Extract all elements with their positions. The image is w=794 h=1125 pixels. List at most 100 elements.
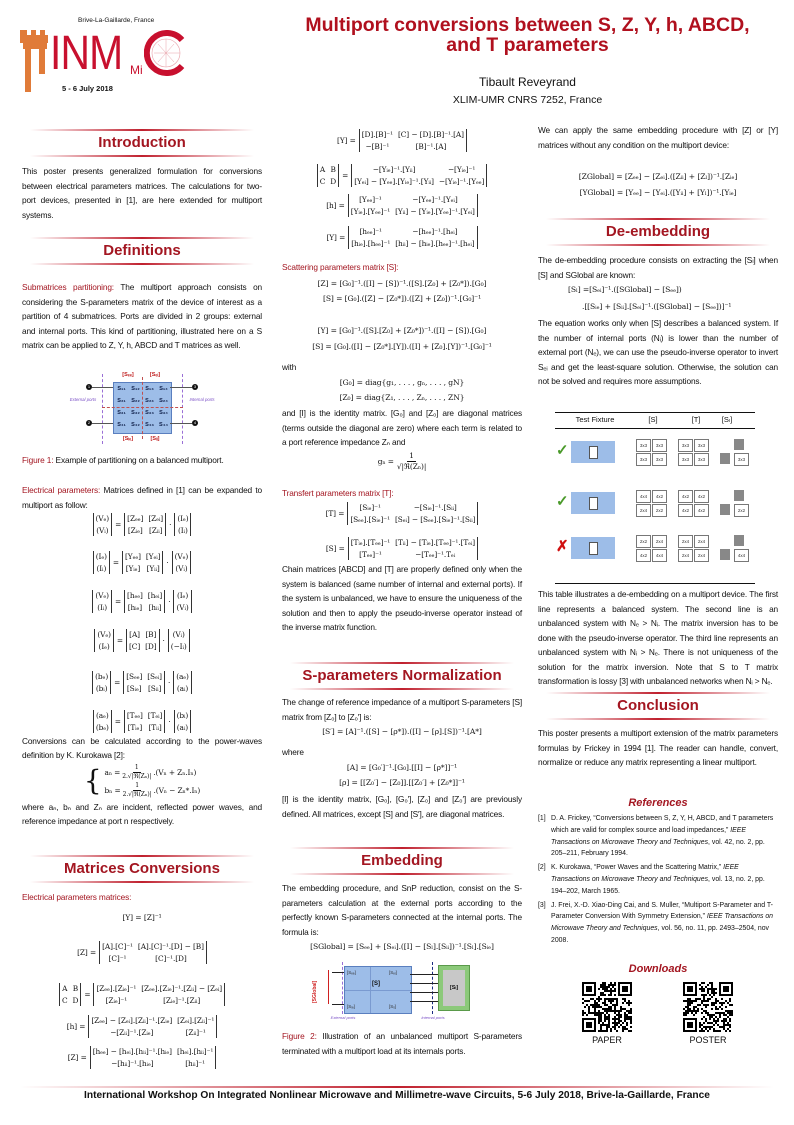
matrix-equation: (Vₑ) (Vᵢ) = [Zₑₑ] [Zₑᵢ] [Zᵢₑ] [Zᵢᵢ] · (Iₑ) (Iᵢ)	[22, 513, 262, 536]
matrix-cell: (bᵢ)	[176, 710, 189, 720]
equation: [YGlobal] = [Yₑₑ] − [Yₑᵢ].([Yᵢᵢ] + [Yₗ])…	[579, 188, 737, 197]
port-wire	[410, 992, 438, 993]
fraction-equation: gₙ = 1 √|ℜ(Zₙ)|	[282, 451, 522, 472]
column-right: We can apply the same embedding procedur…	[538, 0, 778, 1125]
matrix-cell: [Zᵢᵢ]	[149, 526, 163, 535]
sl-grey-block	[734, 535, 744, 546]
t-submatrix: 2x4	[694, 535, 709, 548]
qr-label-paper: PAPER	[592, 1035, 622, 1045]
equation-symbol: ·	[162, 635, 165, 645]
matrix: (Vᵢ) (−Iᵢ)	[167, 628, 190, 652]
matrix-cell: [A].[C]⁻¹.[D] − [B]	[137, 941, 204, 951]
equation-symbol: [Y] =	[337, 135, 356, 145]
matrix-equation: A B C D = [Zₑₑ].[Zᵢₑ]⁻¹ [Zₑₑ].[Zᵢₑ]⁻¹.[Zᵢᵢ] − …	[22, 982, 262, 1006]
matrix-cell: [hᵢᵢ]	[148, 602, 162, 612]
matrix-equation: [Y] = [D].[B]⁻¹ [C] − [D].[B]⁻¹.[A] −[B]⁻¹[…	[282, 128, 522, 152]
fixture-dut	[589, 446, 598, 459]
matrix: (Iₑ) (Vᵢ)	[173, 589, 192, 613]
matrix-equation: [Y] = [hₑₑ]⁻¹ −[hₑₑ]⁻¹.[hₑᵢ] [hᵢₑ].[hₑₑ]⁻¹[…	[282, 225, 522, 249]
equation-symbol: [h] =	[326, 200, 345, 210]
fixture-dut	[589, 542, 598, 555]
t-submatrix: 3x3	[678, 453, 693, 466]
paragraph-label: Figure 2:	[282, 1031, 317, 1041]
matrix: [Yₑₑ] [Yₑᵢ] [Yᵢₑ] [Yᵢᵢ]	[122, 550, 164, 574]
reference-text: K. Kurokawa, “Power Waves and the Scatte…	[551, 864, 724, 872]
matrix-cell: [hᵢᵢ] − [hᵢₑ].[hₑₑ]⁻¹.[hₑᵢ]	[395, 238, 475, 248]
matrix-cell: [B]⁻¹.[A]	[415, 141, 447, 151]
poster-title: Multiport conversions between S, Z, Y, h…	[270, 15, 785, 55]
matrix-equation: (Vₑ) (Iₑ) = [A] [B] [C] [D] · (Vᵢ) (−Iᵢ)	[22, 628, 262, 652]
sl-grey-block	[734, 490, 744, 501]
matrix-cell: −[hₑₑ]⁻¹.[hₑᵢ]	[412, 226, 458, 236]
matrix: [hₑₑ]⁻¹ −[hₑₑ]⁻¹.[hₑᵢ] [hᵢₑ].[hₑₑ]⁻¹ [hᵢᵢ] …	[348, 225, 478, 249]
matrix-cell: [hₑᵢ]	[147, 590, 163, 600]
matrix-cell: (Vₑ)	[95, 590, 109, 600]
matrix-cell: [Yᵢₑ]	[125, 563, 141, 573]
test-fixture-image	[571, 441, 615, 463]
matrix-cell: [Yₑₑ]	[125, 551, 141, 561]
t-submatrix: 4x2	[694, 504, 709, 517]
matrix-cell: −[Yₑₑ]⁻¹.[Yₑᵢ]	[412, 194, 458, 204]
equation-symbol: bₙ =	[104, 785, 121, 795]
s-matrix-block: [Sₑₑ] [Sₑᵢ] [S] [Sᵢₑ] [Sᵢᵢ]	[344, 966, 412, 1014]
paragraph: The embedding procedure, and SnP reducti…	[282, 881, 522, 939]
qr-code-paper[interactable]	[582, 982, 632, 1037]
paragraph-label: Electrical parameters matrices:	[22, 892, 132, 902]
matrix-cell: [Tₑₑ]	[126, 710, 143, 720]
matrix-cell: A	[319, 164, 326, 174]
matrix-cell: [Zₑₑ]	[127, 514, 144, 523]
qr-code-poster[interactable]	[683, 982, 733, 1037]
matrix-cell: [hᵢₑ]	[127, 602, 143, 612]
section-heading-s-parameters-normalization: S-parameters Normalization	[282, 662, 522, 690]
port-4: 4	[192, 420, 198, 426]
equation-symbol: ·	[168, 596, 171, 606]
equation-symbol: [S] =	[325, 543, 345, 553]
equation: [S] = [G₀].([I] − [Z₀*].[Y]).([I] + [Z₀]…	[312, 342, 492, 351]
paragraph-text: where	[282, 747, 304, 757]
logo-location: Brive-La-Gaillarde, France	[78, 17, 155, 24]
matrix-cell: [Yₑᵢ] − [Yₑₑ].[Yᵢₑ]⁻¹.[Yᵢᵢ]	[354, 176, 434, 186]
matrix: −[Yᵢₑ]⁻¹.[Yᵢᵢ] −[Yᵢₑ]⁻¹ [Yₑᵢ] − [Yₑₑ].[Yᵢₑ…	[351, 163, 488, 187]
matrix-cell: (aᵢ)	[176, 683, 189, 693]
matrix-cell: [Zₑᵢ]	[148, 514, 164, 523]
reference-journal: IEEE Transactions on Microwave Theory an…	[551, 913, 773, 933]
t-submatrix: 3x3	[694, 453, 709, 466]
downloads: PAPER POSTER	[538, 980, 778, 1048]
paragraph-text: Conversions can be calculated according …	[22, 735, 262, 761]
fraction-numerator: 1	[132, 763, 141, 773]
port-wire	[170, 387, 192, 388]
internal-ports-label: Internal ports	[189, 397, 215, 402]
paragraph: We can apply the same embedding procedur…	[538, 123, 778, 152]
matrix-cell: (Iₑ)	[95, 551, 107, 561]
equation-symbol: ·	[169, 520, 172, 529]
reference-journal: IEEE Transactions on Microwave Theory an…	[551, 826, 746, 846]
t-submatrix: 2x4	[694, 549, 709, 562]
equation-symbol: =	[112, 557, 120, 567]
matrix-cell: [hₑₑ] − [hₑᵢ].[hᵢᵢ]⁻¹.[hᵢₑ]	[92, 1046, 172, 1056]
section-heading-de-embedding: De-embedding	[538, 218, 778, 246]
equation: [SGlobal] = [Sₑₑ] + [Sₑᵢ].([I] − [Sₗ].[S…	[310, 942, 494, 951]
s-parameter-cell: S₄₃	[145, 422, 154, 428]
paragraph-text: with	[282, 362, 297, 372]
test-fixture-image	[571, 537, 615, 559]
matrix-cell: [hᵢₑ].[hₑₑ]⁻¹	[351, 238, 391, 248]
reference-details: , vol. 42, no. 2, pp. 205–211, February …	[551, 838, 765, 858]
paragraph-text: The de-embedding procedure consists on e…	[538, 255, 778, 280]
reference-item: [2] K. Kurokawa, “Power Waves and the Sca…	[538, 862, 778, 897]
paragraph: where	[282, 745, 522, 760]
s-parameter-cell: S₃₃	[145, 410, 154, 416]
label-sii: [Sᵢᵢ]	[389, 1004, 396, 1009]
matrix-cell: (Iₑ)	[98, 641, 110, 651]
paragraph: The de-embedding procedure consists on e…	[538, 253, 778, 282]
test-fixture-image	[571, 492, 615, 514]
matrix-cell: [hₑᵢ].[hᵢᵢ]⁻¹	[176, 1046, 214, 1056]
paragraph-text: This poster presents generalized formula…	[22, 166, 262, 220]
t-submatrix: 2x4	[678, 549, 693, 562]
check-icon: ✓	[556, 442, 569, 459]
title-line-1: Multiport conversions between S, Z, Y, h…	[305, 14, 750, 36]
sl-grey-block	[734, 439, 744, 450]
reference-item: [1] D. A. Frickey, “Conversions between S…	[538, 813, 778, 860]
paragraph-text: We can apply the same embedding procedur…	[538, 125, 778, 150]
paragraph: This poster presents a multiport extensi…	[538, 726, 778, 770]
